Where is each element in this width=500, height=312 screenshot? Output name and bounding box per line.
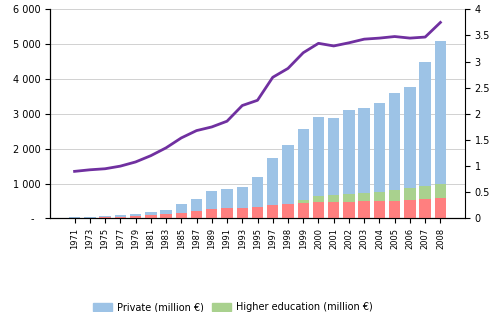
Bar [389, 190, 400, 218]
Bar [114, 216, 126, 218]
Bar [267, 158, 278, 218]
R&D / GDP (%) [422, 35, 428, 39]
Bar [69, 217, 80, 218]
Bar [145, 216, 156, 218]
Bar [404, 188, 415, 218]
Bar [420, 62, 431, 218]
Bar [313, 202, 324, 218]
Bar [191, 213, 202, 218]
Bar [100, 216, 111, 218]
Bar [343, 110, 354, 218]
Bar [236, 209, 248, 218]
Bar [389, 201, 400, 218]
Bar [420, 186, 431, 218]
Bar [404, 200, 415, 218]
R&D / GDP (%) [72, 169, 78, 173]
Bar [145, 212, 156, 218]
Bar [282, 145, 294, 218]
Bar [222, 210, 232, 218]
Bar [236, 187, 248, 218]
Bar [328, 202, 340, 218]
Bar [176, 213, 187, 218]
Bar [374, 192, 385, 218]
R&D / GDP (%) [300, 51, 306, 55]
R&D / GDP (%) [346, 41, 352, 45]
Bar [358, 201, 370, 218]
R&D / GDP (%) [194, 129, 200, 133]
Bar [420, 199, 431, 218]
Bar [313, 196, 324, 218]
R&D / GDP (%) [132, 160, 138, 164]
Bar [434, 184, 446, 218]
R&D / GDP (%) [392, 35, 398, 38]
Bar [343, 202, 354, 218]
R&D / GDP (%) [118, 164, 124, 168]
R&D / GDP (%) [438, 21, 444, 24]
Bar [206, 209, 218, 218]
R&D / GDP (%) [376, 36, 382, 40]
Bar [434, 41, 446, 218]
Bar [282, 205, 294, 218]
Bar [130, 216, 141, 218]
Bar [145, 216, 156, 218]
Bar [343, 194, 354, 218]
R&D / GDP (%) [87, 168, 93, 172]
R&D / GDP (%) [285, 66, 291, 70]
Bar [176, 204, 187, 218]
R&D / GDP (%) [163, 146, 169, 150]
Bar [160, 210, 172, 218]
Bar [313, 117, 324, 218]
R&D / GDP (%) [407, 36, 413, 40]
Bar [206, 191, 218, 218]
Bar [130, 216, 141, 218]
Bar [282, 204, 294, 218]
Bar [358, 108, 370, 218]
Bar [267, 206, 278, 218]
Bar [374, 201, 385, 218]
Bar [358, 193, 370, 218]
R&D / GDP (%) [224, 119, 230, 123]
Bar [176, 213, 187, 218]
R&D / GDP (%) [254, 98, 260, 102]
R&D / GDP (%) [316, 41, 322, 45]
Bar [160, 215, 172, 218]
Bar [328, 195, 340, 218]
Bar [130, 214, 141, 218]
Bar [84, 217, 96, 218]
Bar [404, 87, 415, 218]
R&D / GDP (%) [330, 44, 336, 48]
R&D / GDP (%) [209, 125, 215, 129]
Bar [298, 203, 309, 218]
Bar [191, 211, 202, 218]
R&D / GDP (%) [178, 136, 184, 140]
Bar [252, 177, 263, 218]
Line: R&D / GDP (%): R&D / GDP (%) [74, 22, 440, 171]
Bar [114, 217, 126, 218]
Bar [434, 198, 446, 218]
Bar [100, 217, 111, 218]
Bar [191, 199, 202, 218]
Bar [267, 205, 278, 218]
Bar [236, 208, 248, 218]
Bar [160, 214, 172, 218]
R&D / GDP (%) [102, 167, 108, 171]
R&D / GDP (%) [240, 104, 246, 107]
Bar [298, 200, 309, 218]
Bar [389, 93, 400, 218]
Bar [222, 208, 232, 218]
Bar [328, 119, 340, 218]
R&D / GDP (%) [270, 76, 276, 79]
Bar [114, 217, 126, 218]
R&D / GDP (%) [361, 37, 367, 41]
Bar [222, 189, 232, 218]
Legend: Private (million €), Public (million €), Higher education (million €), R&D / GDP: Private (million €), Public (million €),… [88, 299, 377, 312]
Bar [298, 129, 309, 218]
Bar [100, 217, 111, 218]
R&D / GDP (%) [148, 154, 154, 158]
Bar [252, 207, 263, 218]
Bar [374, 103, 385, 218]
Bar [252, 208, 263, 218]
Bar [206, 211, 218, 218]
